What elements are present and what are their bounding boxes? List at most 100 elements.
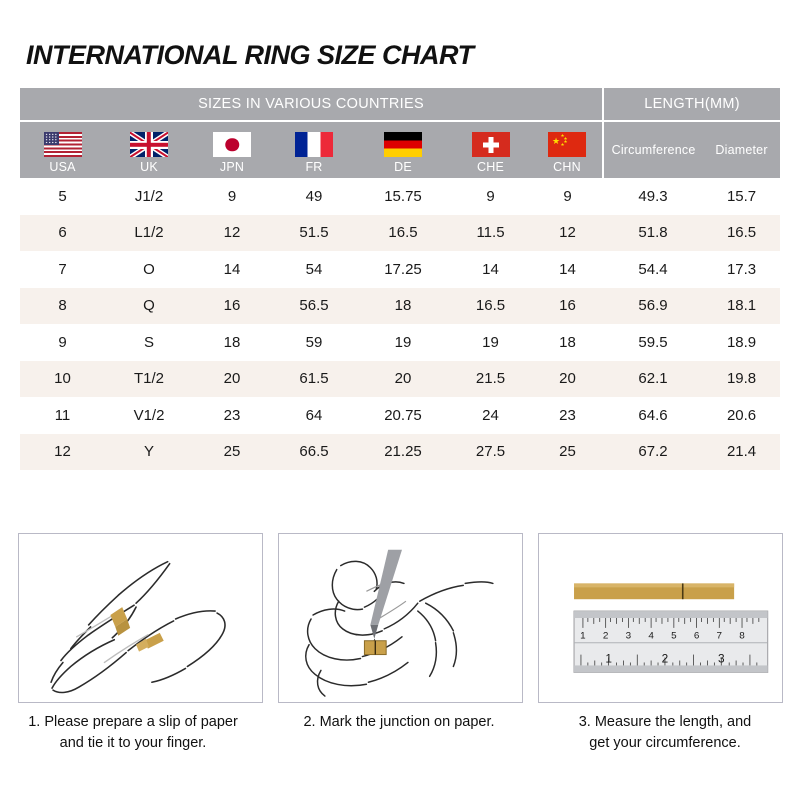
cell-diameter: 19.8 <box>703 360 781 397</box>
cell-usa: 5 <box>20 178 105 215</box>
caption-3: 3. Measure the length, and get your circ… <box>532 712 798 754</box>
paper-strip-mark <box>363 640 387 656</box>
column-label-usa: USA <box>49 160 76 174</box>
caption-3-line-1: 3. Measure the length, and <box>578 714 752 730</box>
cell-fr: 64 <box>271 397 357 434</box>
group-header-row: SIZES IN VARIOUS COUNTRIES LENGTH(MM) <box>20 88 781 121</box>
ruler-cm-label: 3 <box>626 631 632 642</box>
cell-che: 24 <box>449 397 532 434</box>
cell-fr: 49 <box>271 178 357 215</box>
cell-diameter: 17.3 <box>703 251 781 288</box>
cell-chn: 12 <box>532 214 604 251</box>
cell-jpn: 14 <box>193 251 271 288</box>
cell-de: 16.5 <box>357 214 449 251</box>
size-table-container: SIZES IN VARIOUS COUNTRIES LENGTH(MM) US… <box>20 88 781 470</box>
cell-uk: L1/2 <box>105 214 193 251</box>
cell-che: 21.5 <box>449 360 532 397</box>
cell-circumference: 59.5 <box>603 324 704 361</box>
cell-jpn: 9 <box>193 178 271 215</box>
hand-marking-paper-with-pen-illustration <box>305 549 494 697</box>
uk-flag-icon <box>130 132 168 157</box>
cell-jpn: 23 <box>193 397 271 434</box>
cell-chn: 20 <box>532 360 604 397</box>
table-row: 9 S 18 59 19 19 18 59.5 18.9 <box>20 324 781 361</box>
instruction-panel-2 <box>278 533 523 703</box>
cell-de: 19 <box>357 324 449 361</box>
cell-fr: 61.5 <box>271 360 357 397</box>
cell-chn: 16 <box>532 287 604 324</box>
ruler-cm-label: 6 <box>694 631 700 642</box>
switzerland-flag-icon <box>471 132 510 157</box>
caption-1-line-2: and tie it to your finger. <box>59 735 207 751</box>
cell-chn: 9 <box>532 178 604 215</box>
cell-de: 17.25 <box>357 251 449 288</box>
ruler-inch-label: 3 <box>718 651 725 665</box>
cell-de: 15.75 <box>357 178 449 215</box>
column-label-uk: UK <box>140 160 158 174</box>
paper-strip-1 <box>110 607 131 636</box>
instruction-panel-1 <box>18 533 263 703</box>
cell-circumference: 49.3 <box>603 178 704 215</box>
ruler-icon: 1 2 3 4 5 6 7 8 1 2 3 <box>573 610 769 673</box>
cell-uk: V1/2 <box>105 397 193 434</box>
caption-3-line-2: get your circumference. <box>589 735 741 751</box>
table-row: 10 T1/2 20 61.5 20 21.5 20 62.1 19.8 <box>20 360 781 397</box>
cell-chn: 25 <box>532 433 604 470</box>
cell-de: 20 <box>357 360 449 397</box>
column-header-diameter: Diameter <box>703 120 781 178</box>
caption-2-line-1: 2. Mark the junction on paper. <box>303 714 495 730</box>
column-header-chn: ★ ★ ★ ★ ★ CHN <box>532 120 604 178</box>
cell-usa: 9 <box>20 324 105 361</box>
cell-uk: T1/2 <box>105 360 193 397</box>
cell-fr: 66.5 <box>271 433 357 470</box>
ruler-measuring-paper-strip-illustration: 1 2 3 4 5 6 7 8 1 2 3 <box>573 583 769 673</box>
cell-diameter: 15.7 <box>703 178 781 215</box>
column-label-chn: CHN <box>553 160 581 174</box>
table-row: 7 O 14 54 17.25 14 14 54.4 17.3 <box>20 251 781 288</box>
column-header-usa: USA <box>20 120 105 178</box>
cell-usa: 12 <box>20 433 105 470</box>
japan-flag-icon <box>213 132 251 157</box>
column-header-che: CHE <box>449 120 532 178</box>
table-row: 11 V1/2 23 64 20.75 24 23 64.6 20.6 <box>20 397 781 434</box>
cell-circumference: 56.9 <box>603 287 704 324</box>
table-row: 8 Q 16 56.5 18 16.5 16 56.9 18.1 <box>20 287 781 324</box>
cell-de: 20.75 <box>357 397 449 434</box>
column-label-jpn: JPN <box>219 160 245 174</box>
cell-diameter: 16.5 <box>703 214 781 251</box>
table-header: SIZES IN VARIOUS COUNTRIES LENGTH(MM) US… <box>20 88 781 178</box>
column-header-circumference: Circumference <box>602 120 704 178</box>
column-label-che: CHE <box>477 160 504 174</box>
cell-che: 14 <box>449 251 532 288</box>
table-row: 12 Y 25 66.5 21.25 27.5 25 67.2 21.4 <box>20 433 781 470</box>
cell-diameter: 18.1 <box>703 287 781 324</box>
ruler-cm-label: 4 <box>648 631 654 642</box>
cell-uk: Y <box>105 433 193 470</box>
table-row: 6 L1/2 12 51.5 16.5 11.5 12 51.8 16.5 <box>20 214 781 251</box>
ruler-cm-label: 7 <box>717 631 723 642</box>
cell-fr: 56.5 <box>271 287 357 324</box>
cell-chn: 18 <box>532 324 604 361</box>
cell-usa: 6 <box>20 214 105 251</box>
caption-1: 1. Please prepare a slip of paper and ti… <box>0 712 266 754</box>
cell-che: 16.5 <box>449 287 532 324</box>
cell-chn: 14 <box>532 251 604 288</box>
cell-chn: 23 <box>532 397 604 434</box>
cell-jpn: 12 <box>193 214 271 251</box>
paper-strip-2 <box>136 632 164 652</box>
ruler-inch-label: 1 <box>605 651 612 665</box>
instruction-captions: 1. Please prepare a slip of paper and ti… <box>0 712 800 754</box>
cell-usa: 7 <box>20 251 105 288</box>
table-body: 5 J1/2 9 49 15.75 9 9 49.3 15.7 6 L1/2 12 51.5 16.5 11… <box>20 178 781 470</box>
column-label-circumference: Circumference <box>611 143 696 157</box>
column-label-de: DE <box>394 160 412 174</box>
cell-uk: O <box>105 251 193 288</box>
cell-diameter: 18.9 <box>703 324 781 361</box>
cell-circumference: 51.8 <box>603 214 704 251</box>
cell-che: 27.5 <box>449 433 532 470</box>
cell-circumference: 67.2 <box>603 433 704 470</box>
country-header-row: USA UK <box>20 120 781 178</box>
cell-diameter: 21.4 <box>703 433 781 470</box>
cell-circumference: 54.4 <box>603 251 704 288</box>
